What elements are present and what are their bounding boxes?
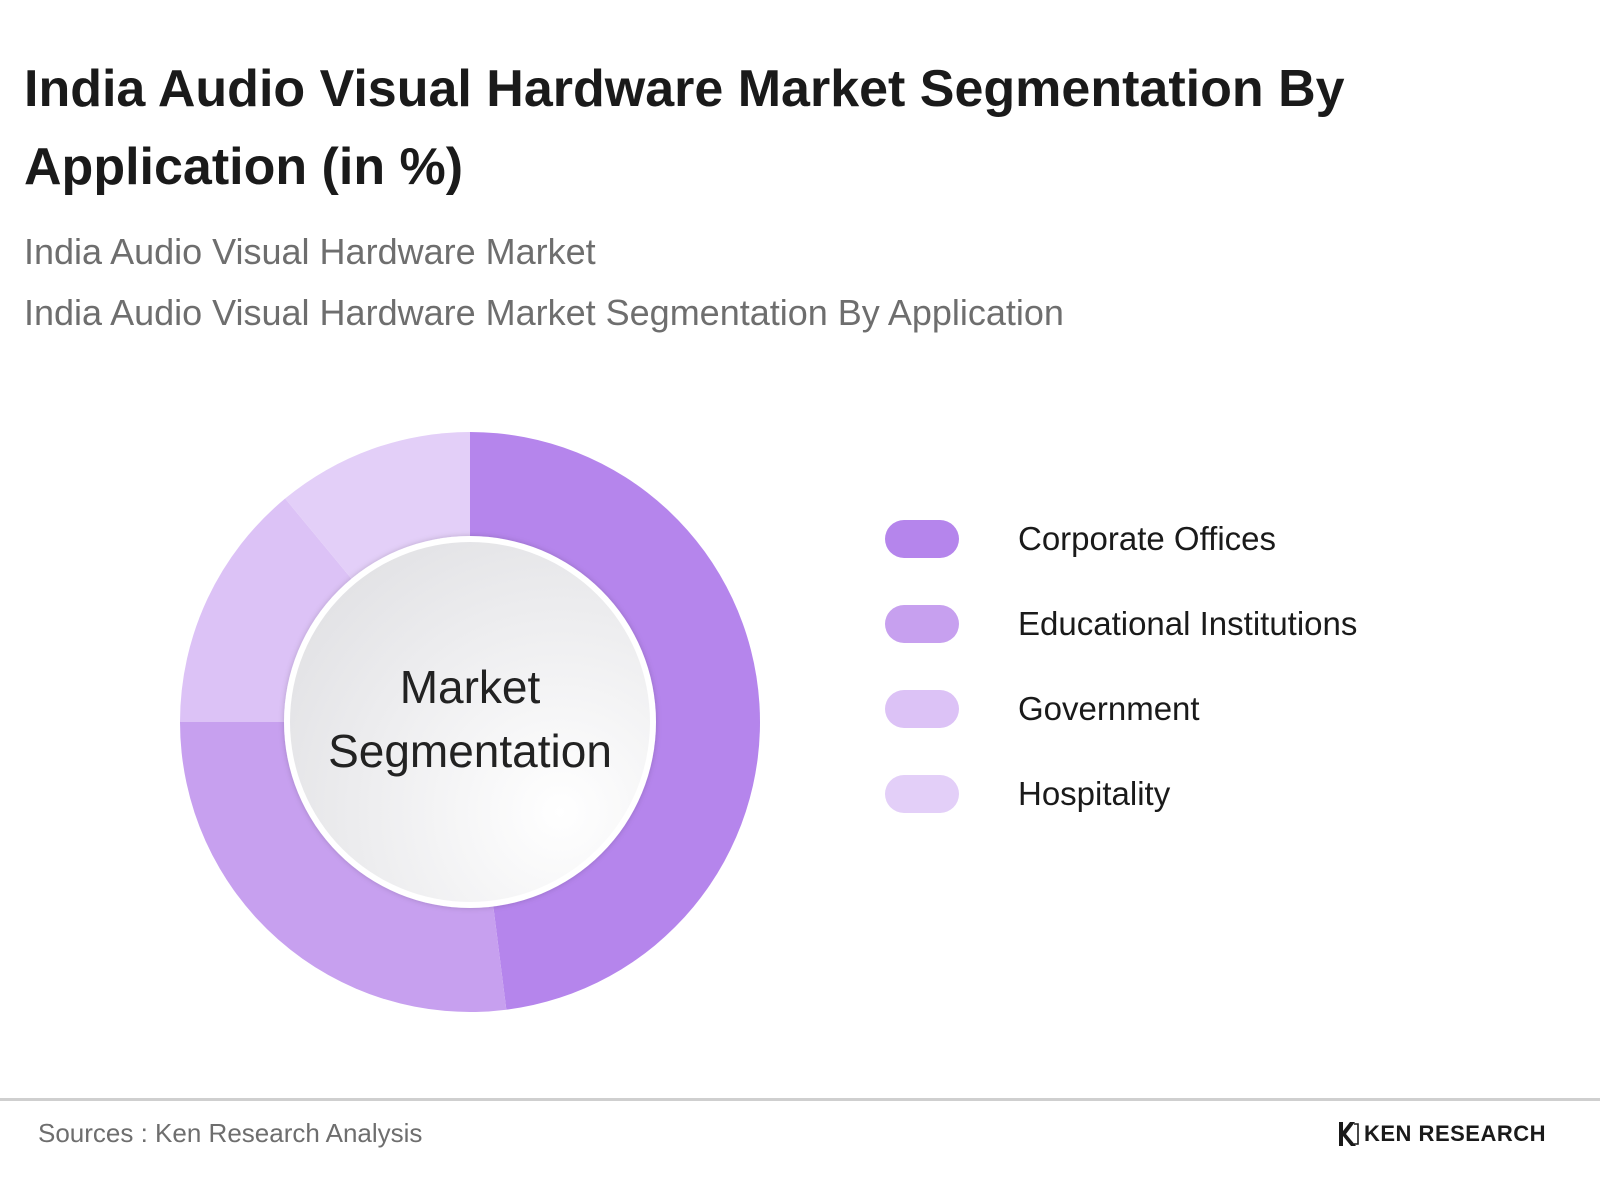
donut-center-label-line: Market — [399, 661, 541, 713]
chart-subtitle-segmentation: India Audio Visual Hardware Market Segme… — [24, 292, 1064, 333]
legend-item-government: Government — [885, 690, 1485, 730]
ken-research-logo: KEN RESEARCH — [1336, 1118, 1546, 1150]
legend-label: Hospitality — [1018, 775, 1171, 812]
donut-center-label-line: Segmentation — [328, 725, 612, 777]
legend-item-hospitality: Hospitality — [885, 775, 1485, 815]
chart-subtitle-market: India Audio Visual Hardware Market — [24, 231, 596, 272]
legend-label: Government — [1018, 690, 1200, 727]
legend-label: Corporate Offices — [1018, 520, 1277, 557]
legend-swatch — [885, 775, 959, 813]
footer-divider — [0, 1098, 1600, 1101]
legend-label: Educational Institutions — [1018, 605, 1358, 642]
legend-item-corporate-offices: Corporate Offices — [885, 520, 1485, 560]
legend-item-educational-institutions: Educational Institutions — [885, 605, 1485, 645]
legend-swatch — [885, 690, 959, 728]
ken-research-logo-icon — [1339, 1122, 1359, 1146]
donut-center-fill — [290, 542, 650, 902]
donut-center-label: Market Segmentation — [290, 655, 650, 783]
legend-swatch — [885, 605, 959, 643]
source-note: Sources : Ken Research Analysis — [38, 1118, 423, 1148]
chart-title: India Audio Visual Hardware Market Segme… — [24, 60, 1345, 196]
legend-swatch — [885, 520, 959, 558]
ken-research-logo-text: KEN RESEARCH — [1364, 1121, 1547, 1146]
